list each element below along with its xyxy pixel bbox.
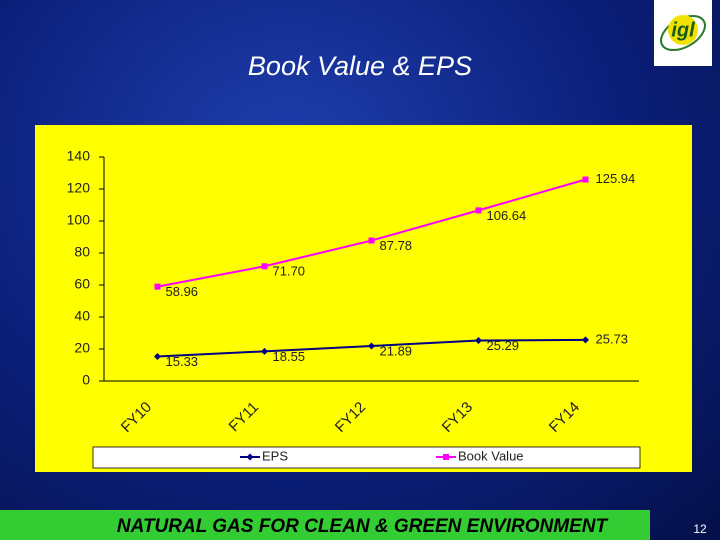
plot-panel — [35, 125, 692, 472]
footer-slogan: NATURAL GAS FOR CLEAN & GREEN ENVIRONMEN… — [117, 516, 609, 537]
legend-marker — [246, 453, 254, 461]
y-tick-label: 20 — [74, 340, 90, 356]
legend-label: EPS — [262, 448, 288, 463]
legend-box — [92, 446, 641, 469]
point — [261, 347, 268, 355]
y-tick-label: 120 — [67, 180, 91, 196]
point — [154, 283, 161, 290]
y-tick-label: 40 — [74, 308, 90, 324]
y-tick-label: 60 — [74, 276, 90, 292]
point — [582, 176, 589, 183]
data-label: 18.55 — [273, 349, 306, 364]
y-tick-label: 100 — [67, 212, 91, 228]
point — [368, 342, 375, 350]
y-tick-label: 140 — [67, 148, 91, 164]
y-tick-label: 80 — [74, 244, 90, 260]
point — [261, 263, 268, 270]
data-label: 71.70 — [273, 264, 306, 279]
logo-text: igl — [671, 19, 695, 41]
logo-sun — [668, 15, 698, 45]
data-label: 125.94 — [596, 171, 636, 186]
point — [154, 352, 161, 360]
point — [368, 237, 375, 244]
data-label: 106.64 — [487, 208, 527, 223]
data-label: 25.29 — [487, 338, 520, 353]
data-label: 21.89 — [380, 343, 413, 358]
point — [582, 336, 589, 344]
legend-marker — [443, 454, 449, 460]
point — [475, 207, 482, 214]
page-number: 12 — [693, 522, 707, 536]
data-label: 58.96 — [166, 284, 199, 299]
point — [475, 337, 482, 345]
y-tick-label: 0 — [82, 372, 90, 388]
data-label: 87.78 — [380, 238, 413, 253]
legend-label: Book Value — [458, 448, 524, 463]
footer-band — [0, 510, 650, 540]
data-label: 25.73 — [596, 331, 629, 346]
data-label: 15.33 — [166, 354, 199, 369]
chart-title: Book Value & EPS — [248, 51, 472, 81]
